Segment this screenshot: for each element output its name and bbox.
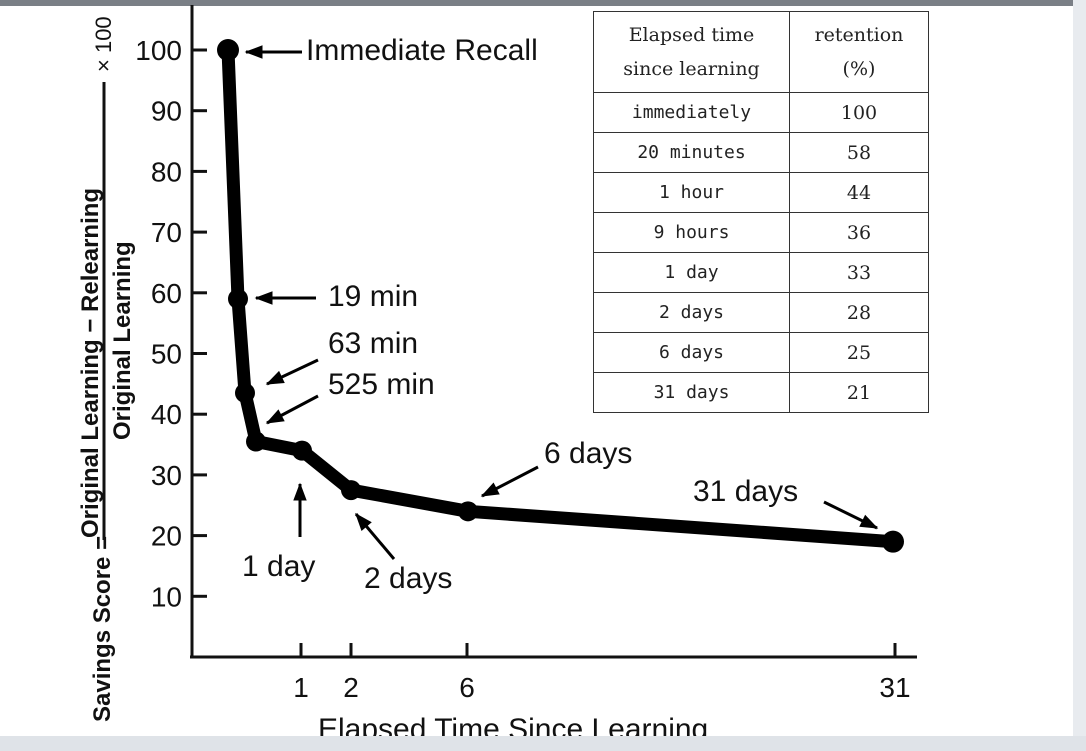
- arrow-head: [859, 514, 879, 529]
- table-row: immediately 100: [593, 92, 929, 133]
- cell-time: 9 hours: [593, 212, 790, 253]
- x-tick-label: 2: [343, 672, 359, 703]
- annotation-525-min: 525 min: [328, 368, 435, 401]
- cell-retention: 36: [789, 212, 929, 253]
- y-label-numerator: Original Learning − Relearning: [77, 188, 104, 538]
- x-tick-label: 6: [459, 672, 475, 703]
- header-retention-line2: (%): [842, 58, 876, 80]
- table-row: 1 hour 44: [593, 172, 929, 213]
- header-elapsed-time: Elapsed time since learning: [593, 11, 790, 93]
- cell-retention: 33: [789, 252, 929, 293]
- data-point: [217, 39, 239, 61]
- cell-retention: 28: [789, 292, 929, 333]
- arrow-head: [265, 370, 285, 385]
- header-elapsed-line1: Elapsed time: [628, 24, 755, 46]
- header-elapsed-line2: since learning: [623, 58, 760, 80]
- y-tick-label: 70: [151, 217, 182, 248]
- arrow-head: [254, 291, 273, 305]
- retention-table: Elapsed time since learning retention (%…: [593, 11, 929, 413]
- annotation-arrows: [244, 45, 879, 560]
- cell-time: 6 days: [593, 332, 790, 373]
- cell-retention: 21: [789, 372, 929, 413]
- y-tick-group: 100 90 80 70 60 50 40 30 20 10: [135, 35, 207, 612]
- cell-retention: 44: [789, 172, 929, 213]
- y-label-prefix: Savings Score =: [89, 536, 116, 722]
- arrow-head: [480, 482, 500, 497]
- y-tick-label: 40: [151, 399, 182, 430]
- annotation-2-days: 2 days: [364, 562, 452, 595]
- annotation-immediate-recall: Immediate Recall: [306, 34, 538, 67]
- x-tick-group: 1 2 6 31: [293, 643, 911, 703]
- curve-points-group: [217, 39, 904, 553]
- data-point: [292, 440, 312, 461]
- y-tick-label: 90: [151, 96, 182, 127]
- annotation-6-days: 6 days: [544, 437, 632, 470]
- annotation-63-min: 63 min: [328, 327, 418, 360]
- y-tick-label: 30: [151, 460, 182, 491]
- header-retention-line1: retention: [814, 24, 904, 46]
- annotation-1-day: 1 day: [242, 550, 315, 583]
- cell-time: 2 days: [593, 292, 790, 333]
- data-point: [228, 288, 248, 309]
- header-retention: retention (%): [789, 11, 929, 93]
- cell-time: 20 minutes: [593, 132, 790, 173]
- table-row: 20 minutes 58: [593, 132, 929, 173]
- cell-time: 1 day: [593, 252, 790, 293]
- window-right-border: [1073, 0, 1086, 751]
- data-point: [235, 382, 255, 403]
- y-axis-label: Original Learning − Relearning Original …: [77, 16, 136, 722]
- data-point: [458, 501, 478, 522]
- arrow-head: [293, 482, 307, 501]
- cell-retention: 100: [789, 92, 929, 133]
- y-tick-label: 80: [151, 156, 182, 187]
- cell-time: 1 hour: [593, 172, 790, 213]
- window-top-border: [0, 0, 1086, 6]
- cell-retention: 58: [789, 132, 929, 173]
- data-point: [341, 480, 361, 501]
- x-tick-label: 31: [879, 672, 910, 703]
- x-tick-label: 1: [293, 672, 309, 703]
- arrow-head: [244, 45, 263, 59]
- table-row: 9 hours 36: [593, 212, 929, 253]
- table-row: 2 days 28: [593, 292, 929, 333]
- table-header-row: Elapsed time since learning retention (%…: [593, 11, 929, 93]
- cell-time: 31 days: [593, 372, 790, 413]
- y-tick-label: 50: [151, 339, 182, 370]
- y-tick-label: 10: [151, 581, 182, 612]
- y-tick-label: 20: [151, 521, 182, 552]
- y-tick-label: 60: [151, 278, 182, 309]
- annotation-31-days: 31 days: [693, 475, 798, 508]
- y-label-denominator: Original Learning: [109, 241, 136, 440]
- table-row: 1 day 33: [593, 252, 929, 293]
- y-tick-label: 100: [135, 35, 182, 66]
- arrow-head: [265, 409, 285, 424]
- annotation-19-min: 19 min: [328, 280, 418, 313]
- cell-retention: 25: [789, 332, 929, 373]
- data-point: [246, 431, 266, 452]
- arrow-head: [355, 512, 372, 531]
- table-row: 6 days 25: [593, 332, 929, 373]
- y-label-suffix: × 100: [91, 16, 116, 72]
- data-point: [882, 530, 904, 553]
- window-bottom-border: [0, 736, 1086, 751]
- table-row: 31 days 21: [593, 372, 929, 413]
- cell-time: immediately: [593, 92, 790, 133]
- retention-curve: [221, 43, 900, 549]
